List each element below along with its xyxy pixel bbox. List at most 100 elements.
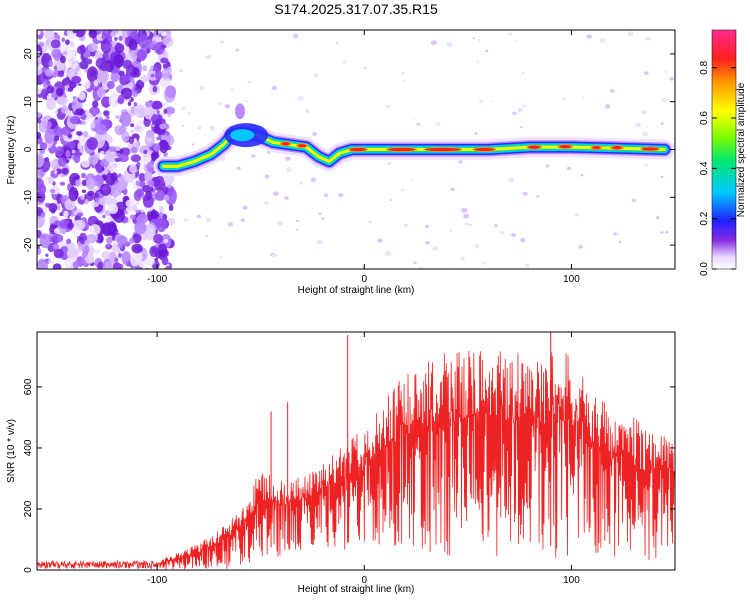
noise-blob: [65, 150, 71, 158]
ridge-hot-spot: [528, 145, 541, 149]
x-tick-label: -100: [147, 575, 167, 586]
noise-blob: [69, 82, 77, 88]
noise-blob: [113, 54, 125, 68]
ridge-hot-spot: [425, 147, 461, 152]
noise-blob: [47, 121, 52, 129]
noise-blob: [57, 156, 67, 167]
heatmap-noise-layer: [37, 30, 675, 269]
noise-blob: [69, 116, 81, 125]
noise-blob: [522, 191, 528, 196]
noise-blob: [81, 172, 87, 179]
noise-blob: [224, 104, 231, 109]
noise-blob: [158, 139, 169, 154]
noise-blob: [84, 239, 90, 246]
noise-blob: [161, 68, 170, 80]
noise-blob: [167, 188, 174, 197]
noise-blob: [162, 37, 170, 45]
noise-blob: [199, 85, 205, 90]
noise-blob: [159, 211, 164, 218]
noise-blob: [251, 154, 256, 158]
noise-blob: [109, 31, 116, 38]
noise-blob: [53, 248, 64, 259]
noise-blob: [217, 101, 222, 106]
noise-blob: [94, 117, 99, 120]
noise-blob: [51, 94, 57, 99]
noise-blob: [277, 220, 284, 226]
ridge-hot-spot: [350, 147, 367, 152]
noise-blob: [368, 220, 372, 224]
noise-blob: [461, 207, 468, 213]
noise-blob: [129, 76, 134, 81]
noise-blob: [205, 234, 209, 237]
noise-blob: [65, 99, 69, 102]
noise-blob: [644, 163, 648, 167]
noise-blob: [85, 177, 96, 190]
noise-blob: [103, 110, 110, 117]
noise-blob: [115, 114, 120, 120]
noise-blob: [37, 183, 47, 195]
noise-blob: [79, 44, 86, 53]
noise-blob: [244, 100, 248, 103]
noise-blob: [162, 101, 169, 107]
noise-blob: [435, 122, 441, 127]
noise-blob: [181, 124, 185, 127]
snr-panel: -100 0 100 0 200 400 600 Height of straight l…: [6, 331, 676, 595]
noise-blob: [53, 65, 57, 70]
noise-blob: [561, 97, 566, 101]
noise-blob: [401, 71, 405, 75]
noise-blob: [494, 224, 498, 228]
snr-y-ticks: 0 200 400 600: [23, 378, 675, 573]
noise-blob: [342, 60, 347, 64]
noise-blob: [84, 198, 89, 205]
y-tick-label: 200: [23, 500, 34, 517]
ridge-hot-spot: [298, 144, 307, 148]
noise-blob: [92, 114, 96, 117]
noise-blob: [37, 131, 42, 139]
noise-blob: [76, 131, 83, 136]
noise-blob: [114, 36, 118, 41]
noise-blob: [129, 164, 138, 174]
noise-blob: [59, 218, 70, 229]
colorbar-tick-label: 0.2: [699, 211, 710, 225]
noise-blob: [68, 187, 79, 202]
ridge-hot-spot: [387, 147, 416, 152]
noise-blob: [99, 158, 110, 168]
noise-blob: [464, 222, 469, 226]
x-tick-label: -100: [147, 274, 167, 285]
noise-blob: [132, 66, 140, 76]
noise-blob: [79, 60, 89, 70]
colorbar-tick-label: 0.6: [699, 111, 710, 125]
chart-title: S174.2025.317.07.35.R15: [274, 1, 438, 17]
noise-blob: [134, 251, 143, 263]
noise-blob: [52, 243, 60, 250]
noise-blob: [580, 174, 584, 177]
y-tick-label: -20: [23, 237, 34, 252]
noise-blob: [92, 100, 99, 108]
noise-blob: [143, 195, 154, 208]
noise-blob: [321, 217, 325, 220]
noise-blob: [87, 154, 99, 166]
noise-blob: [401, 189, 405, 192]
noise-blob: [520, 126, 523, 129]
noise-blob: [153, 233, 164, 244]
noise-blob: [247, 80, 252, 84]
noise-blob: [87, 190, 95, 197]
noise-blob: [54, 110, 58, 115]
noise-blob: [71, 75, 82, 84]
noise-blob: [67, 222, 74, 229]
snr-series-group: [37, 332, 675, 570]
spectrogram-x-ticks: -100 0 100: [147, 30, 580, 285]
noise-blob: [266, 151, 271, 155]
noise-blob: [645, 125, 648, 128]
noise-blob: [105, 261, 113, 269]
noise-blob: [62, 50, 68, 56]
noise-blob: [65, 109, 72, 117]
noise-blob: [82, 80, 91, 90]
noise-blob: [599, 38, 606, 43]
noise-blob: [44, 30, 55, 42]
noise-blob: [610, 89, 615, 93]
noise-blob: [618, 240, 622, 244]
noise-blob: [124, 210, 128, 215]
